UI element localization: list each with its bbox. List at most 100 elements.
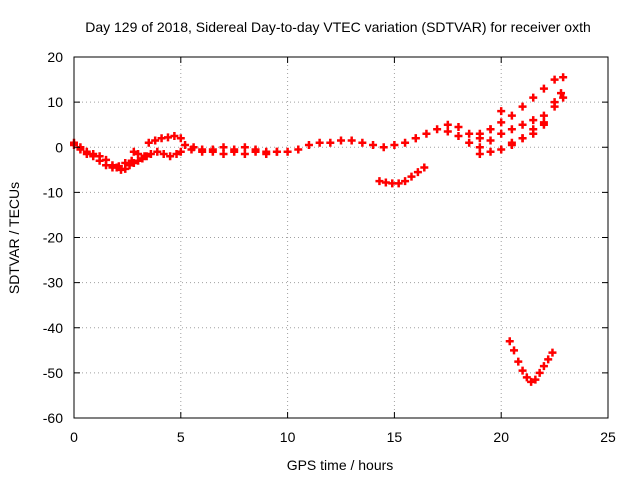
series-arc-dip-15 <box>375 163 429 188</box>
y-tick-label: -60 <box>43 410 63 426</box>
data-point <box>187 145 196 154</box>
y-tick-label: -50 <box>43 365 63 381</box>
data-point <box>108 163 117 172</box>
data-point <box>548 348 557 357</box>
series-arc-early-upper <box>70 140 136 172</box>
data-point <box>401 177 410 186</box>
data-point <box>230 147 239 156</box>
data-point <box>529 93 538 102</box>
data-point <box>559 73 568 82</box>
data-point <box>144 138 153 147</box>
data-point <box>557 89 566 98</box>
data-point <box>294 145 303 154</box>
data-point <box>531 375 540 384</box>
data-point <box>475 129 484 138</box>
x-tick-label: 10 <box>280 429 296 445</box>
data-point <box>347 136 356 145</box>
data-point <box>304 140 313 149</box>
tick-label-layer: 0 5 10 15 20 25 -60 -50 -40 -30 -20 -10 0 10 20 <box>43 49 616 445</box>
data-point <box>497 118 506 127</box>
data-point <box>283 147 292 156</box>
data-point <box>518 102 527 111</box>
data-point <box>176 147 185 156</box>
data-point <box>465 138 474 147</box>
data-point <box>198 147 207 156</box>
series-arc-late-c <box>475 73 568 138</box>
data-point <box>89 152 98 161</box>
data-point <box>475 150 484 159</box>
data-point <box>507 111 516 120</box>
data-point <box>170 131 179 140</box>
data-point <box>539 120 548 129</box>
data-point <box>535 368 544 377</box>
data-point <box>486 136 495 145</box>
data-point <box>240 150 249 159</box>
x-tick-label: 5 <box>177 429 185 445</box>
data-point <box>315 138 324 147</box>
data-point <box>176 134 185 143</box>
data-point <box>475 143 484 152</box>
data-point <box>497 145 506 154</box>
series-arc-mid-a <box>129 147 185 161</box>
data-point <box>219 150 228 159</box>
data-point <box>559 93 568 102</box>
data-point <box>539 111 548 120</box>
data-point <box>163 133 172 142</box>
data-point <box>522 373 531 382</box>
x-tick-label: 15 <box>387 429 403 445</box>
data-point <box>411 134 420 143</box>
y-tick-label: 0 <box>55 139 63 155</box>
data-point <box>539 84 548 93</box>
x-tick-label: 0 <box>70 429 78 445</box>
data-point <box>240 143 249 152</box>
y-tick-label: -30 <box>43 275 63 291</box>
data-point <box>379 143 388 152</box>
y-tick-label: 10 <box>47 94 63 110</box>
data-point <box>514 357 523 366</box>
data-point <box>166 152 175 161</box>
data-point <box>146 150 155 159</box>
data-point <box>219 143 228 152</box>
series-arc-day <box>181 134 420 156</box>
data-point <box>375 177 384 186</box>
data-point <box>550 102 559 111</box>
data-point <box>369 140 378 149</box>
y-tick-label: 20 <box>47 49 63 65</box>
data-point <box>518 134 527 143</box>
data-point <box>153 147 162 156</box>
data-point <box>443 120 452 129</box>
data-point <box>208 147 217 156</box>
data-point <box>262 150 271 159</box>
data-point <box>433 125 442 134</box>
data-point <box>486 147 495 156</box>
data-point <box>454 131 463 140</box>
data-point <box>422 129 431 138</box>
data-point <box>172 150 181 159</box>
data-point <box>151 136 160 145</box>
data-point <box>510 346 519 355</box>
data-point <box>272 147 281 156</box>
points-layer <box>70 73 568 386</box>
axis-layer <box>73 56 609 419</box>
series-arc-day-lower <box>187 145 281 159</box>
data-point <box>507 125 516 134</box>
data-point <box>82 150 91 159</box>
data-point <box>76 145 85 154</box>
grid-layer <box>74 57 608 418</box>
data-point <box>454 122 463 131</box>
data-point <box>486 125 495 134</box>
data-point <box>529 116 538 125</box>
y-tick-label: -10 <box>43 184 63 200</box>
data-point <box>401 138 410 147</box>
y-tick-label: -20 <box>43 230 63 246</box>
data-point <box>420 163 429 172</box>
data-point <box>102 161 111 170</box>
x-axis-label: GPS time / hours <box>287 457 394 473</box>
y-axis-label: SDTVAR / TECUs <box>6 182 22 294</box>
data-point <box>394 179 403 188</box>
x-tick-label: 25 <box>600 429 616 445</box>
data-point <box>159 150 168 159</box>
series-arc-mid-b <box>144 131 185 147</box>
